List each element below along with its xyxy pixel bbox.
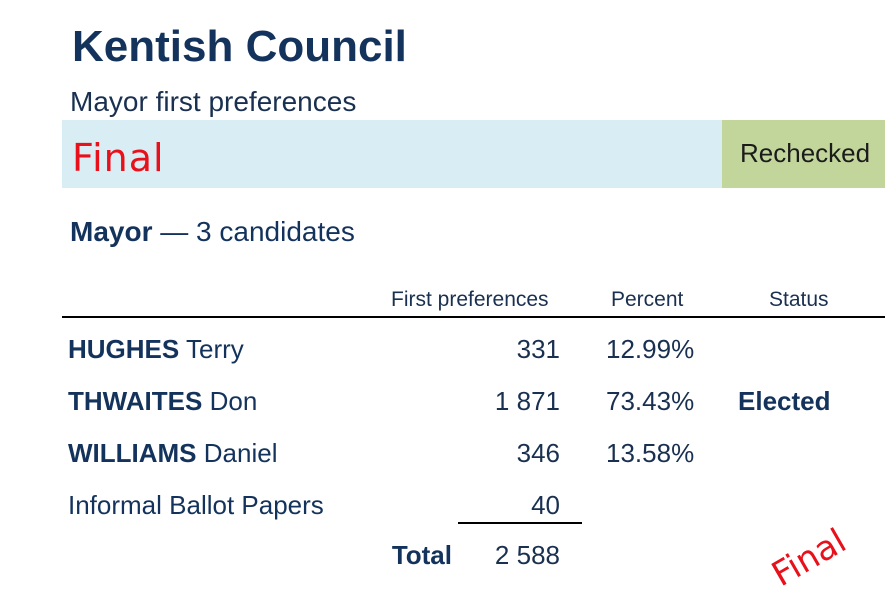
candidate-name: HUGHES Terry xyxy=(68,334,244,365)
council-title: Kentish Council xyxy=(72,22,407,71)
total-label: Total xyxy=(391,540,452,570)
total-votes: 2 588 xyxy=(494,540,560,570)
table-row: WILLIAMS Daniel 346 13.58% xyxy=(0,438,885,478)
table-row: THWAITES Don 1 871 73.43% Elected xyxy=(0,386,885,426)
informal-label: Informal Ballot Papers xyxy=(68,490,324,520)
informal-votes: 40 xyxy=(531,490,560,520)
candidate-votes: 346 xyxy=(516,438,560,468)
contest-office: Mayor xyxy=(70,216,153,247)
header-divider xyxy=(62,316,885,318)
final-status-text: Final xyxy=(72,136,165,180)
candidate-given-name: Don xyxy=(209,386,258,416)
candidate-percent: 13.58% xyxy=(606,438,695,468)
candidate-name: THWAITES Don xyxy=(68,386,257,417)
candidate-surname: THWAITES xyxy=(68,386,203,416)
column-header-percent: Percent xyxy=(611,288,684,311)
candidate-name: WILLIAMS Daniel xyxy=(68,438,277,469)
rechecked-badge: Rechecked xyxy=(722,120,885,188)
contest-candidate-count: — 3 candidates xyxy=(160,216,355,247)
candidate-given-name: Daniel xyxy=(203,438,278,468)
candidate-percent: 12.99% xyxy=(606,334,695,364)
candidate-surname: HUGHES xyxy=(68,334,180,364)
status-banner: Final xyxy=(62,120,722,188)
column-header-first-preferences: First preferences xyxy=(391,288,549,311)
candidate-status: Elected xyxy=(738,386,831,416)
candidate-given-name: Terry xyxy=(186,334,244,364)
rechecked-badge-text: Rechecked xyxy=(740,138,871,168)
informal-row: Informal Ballot Papers 40 xyxy=(0,490,885,530)
total-divider xyxy=(458,522,582,524)
contest-heading: Mayor — 3 candidates xyxy=(70,216,355,248)
candidate-percent: 73.43% xyxy=(606,386,695,416)
candidate-surname: WILLIAMS xyxy=(68,438,197,468)
candidate-votes: 1 871 xyxy=(494,386,560,416)
column-header-status: Status xyxy=(769,288,829,311)
final-stamp: Final xyxy=(765,521,854,595)
table-row: HUGHES Terry 331 12.99% xyxy=(0,334,885,374)
candidate-votes: 331 xyxy=(516,334,560,364)
page-subtitle: Mayor first preferences xyxy=(70,86,357,117)
total-row: Total 2 588 xyxy=(0,540,885,580)
